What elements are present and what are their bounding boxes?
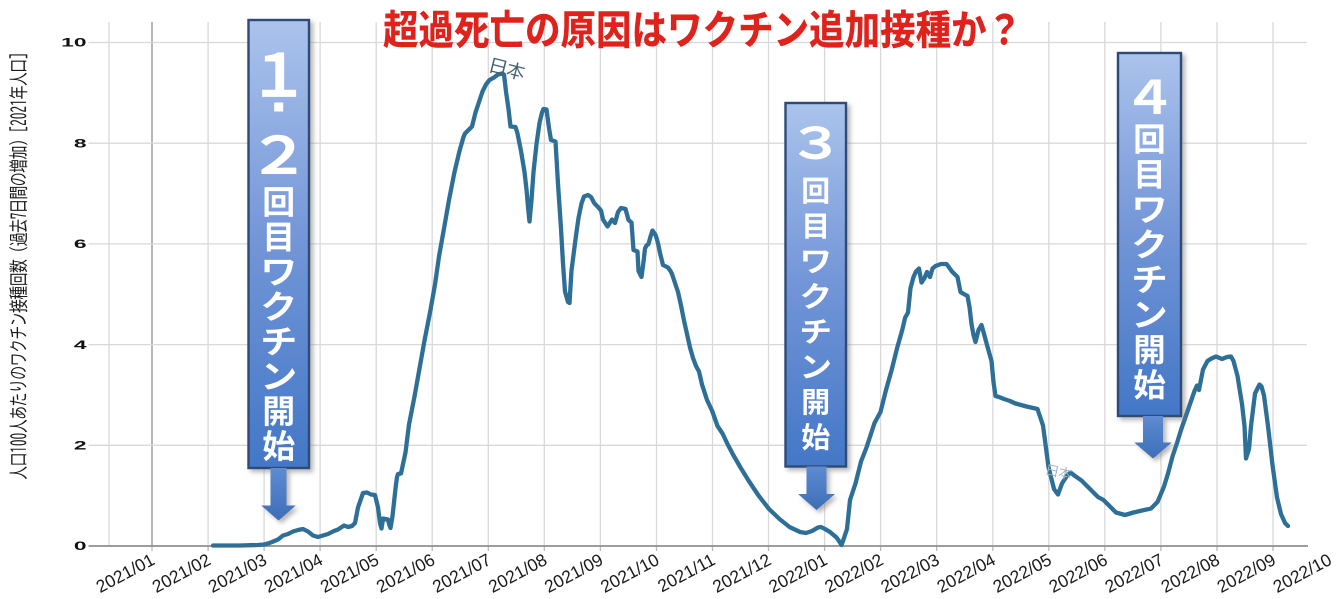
svg-text:8: 8 <box>74 137 87 150</box>
svg-text:4: 4 <box>74 338 88 351</box>
svg-text:2: 2 <box>74 439 87 452</box>
svg-text:6: 6 <box>74 238 87 251</box>
svg-text:0: 0 <box>74 540 87 553</box>
svg-text:10: 10 <box>61 36 86 49</box>
